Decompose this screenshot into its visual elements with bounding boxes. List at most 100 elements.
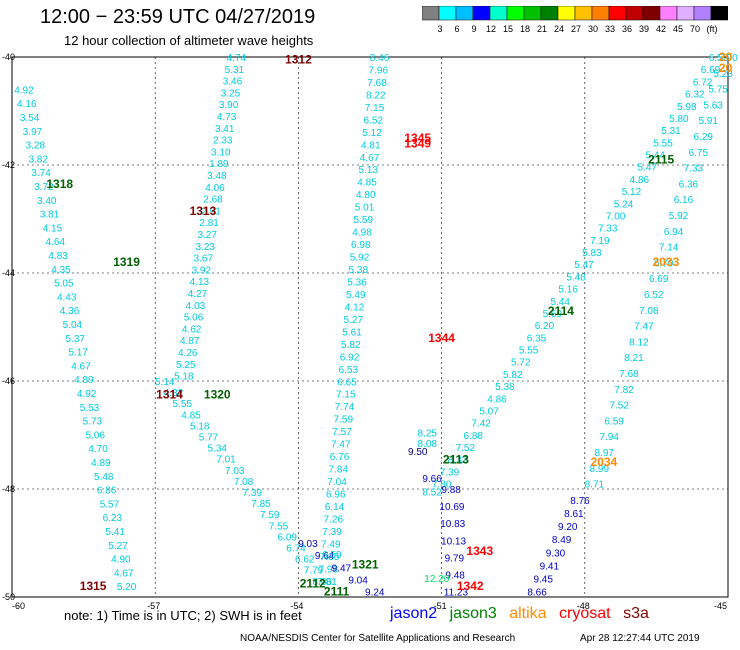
wave-height-value: 2.81 bbox=[199, 218, 219, 229]
lon-label: -57 bbox=[147, 601, 160, 611]
wave-height-value: 9.30 bbox=[546, 548, 566, 559]
page-title: 12:00 − 23:59 UTC 04/27/2019 bbox=[40, 6, 316, 28]
wave-height-value: 3.90 bbox=[219, 100, 239, 111]
wave-height-value: 6.65 bbox=[337, 377, 357, 388]
wave-height-value: 4.85 bbox=[357, 178, 377, 189]
wave-height-value: 6.69 bbox=[649, 274, 669, 285]
wave-height-value: 8.12 bbox=[629, 337, 649, 348]
scale-swatch bbox=[693, 6, 712, 21]
lat-label: -44 bbox=[2, 268, 15, 278]
wave-height-value: 5.13 bbox=[359, 165, 379, 176]
scale-tick-label: 12 bbox=[486, 24, 496, 34]
pass-number-label: 1343 bbox=[466, 544, 493, 558]
wave-height-value: 6.59 bbox=[322, 550, 342, 561]
wave-height-value: 8.32 bbox=[448, 455, 468, 466]
pass-number-label: 2111 bbox=[324, 585, 350, 599]
wave-height-value: 5.25 bbox=[176, 360, 196, 371]
wave-height-value: 3.67 bbox=[194, 254, 214, 265]
scale-swatch bbox=[574, 6, 593, 21]
wave-height-value: 5.44 bbox=[645, 151, 665, 162]
wave-height-value: 3.27 bbox=[197, 230, 217, 241]
wave-height-value: 5.55 bbox=[519, 346, 539, 357]
wave-height-value: 4.67 bbox=[360, 153, 380, 164]
scale-tick-label: 42 bbox=[656, 24, 666, 34]
wave-height-value: 5.61 bbox=[342, 327, 362, 338]
wave-height-value: 7.26 bbox=[324, 514, 344, 525]
wave-height-value: 8.25 bbox=[418, 428, 438, 439]
satellite-jason3: jason3 bbox=[449, 605, 497, 622]
wave-height-value: 7.15 bbox=[365, 103, 385, 114]
scale-swatch bbox=[557, 6, 576, 21]
scale-swatch bbox=[489, 6, 508, 21]
wave-height-value: 4.13 bbox=[190, 277, 210, 288]
scale-swatch bbox=[659, 6, 678, 21]
wave-height-value: 7.39 bbox=[322, 527, 342, 538]
wave-height-value: 6.14 bbox=[325, 502, 345, 513]
wave-height-value: 7.52 bbox=[609, 401, 629, 412]
lat-label: -46 bbox=[2, 376, 15, 386]
wave-height-value: 3.23 bbox=[195, 242, 215, 253]
wave-height-value: 8.61 bbox=[564, 509, 584, 520]
wave-height-value: 5.23 bbox=[713, 69, 733, 80]
wave-height-value: 4.92 bbox=[14, 85, 34, 96]
wave-height-value: 7.35 bbox=[320, 552, 340, 563]
wave-height-value: 9.64 bbox=[315, 551, 335, 562]
wave-height-value: 6.98 bbox=[351, 240, 371, 251]
wave-height-value: 5.48 bbox=[94, 472, 114, 483]
lat-label: -50 bbox=[2, 592, 15, 602]
wave-height-value: 4.70 bbox=[88, 444, 108, 455]
wave-height-value: 5.12 bbox=[622, 187, 642, 198]
wave-height-value: 3.97 bbox=[23, 127, 43, 138]
wave-height-value: 8.66 bbox=[527, 588, 547, 599]
scale-tick-label: 9 bbox=[471, 24, 476, 34]
scale-tick-label: 33 bbox=[605, 24, 615, 34]
wave-height-value: 4.62 bbox=[182, 324, 202, 335]
scale-swatch bbox=[523, 6, 542, 21]
wave-height-value: 5.05 bbox=[54, 279, 74, 290]
wave-height-value: 7.80 bbox=[432, 480, 452, 491]
wave-height-value: 6.32 bbox=[685, 90, 705, 101]
wave-height-value: 8.21 bbox=[624, 353, 644, 364]
wave-height-value: 4.81 bbox=[361, 140, 381, 151]
wave-height-value: 6.16 bbox=[674, 195, 694, 206]
wave-height-value: 7.59 bbox=[334, 415, 354, 426]
scale-tick-label: 45 bbox=[673, 24, 683, 34]
wave-height-value: 5.92 bbox=[350, 253, 370, 264]
pass-number-label: 2113 bbox=[443, 452, 469, 466]
pass-number-label: 1349 bbox=[404, 136, 431, 150]
wave-height-value: 5.27 bbox=[344, 315, 364, 326]
scale-tick-label: 3 bbox=[437, 24, 442, 34]
wave-height-value: 7.81 bbox=[317, 577, 337, 588]
wave-height-value: 5.31 bbox=[661, 126, 681, 137]
wave-height-value: 7.42 bbox=[471, 419, 491, 430]
wave-height-value: 3.25 bbox=[221, 88, 241, 99]
scale-swatch bbox=[422, 6, 440, 21]
pass-number-label: 1312 bbox=[285, 53, 312, 67]
wave-height-value: 6.72 bbox=[693, 77, 713, 88]
pass-number-label: 1314 bbox=[156, 388, 183, 402]
wave-height-value: 6.69 bbox=[701, 65, 721, 76]
wave-height-value: 5.41 bbox=[105, 527, 125, 538]
satellite-cryosat: cryosat bbox=[559, 605, 611, 622]
wave-height-value: 8.22 bbox=[366, 90, 386, 101]
wave-height-value: 9.88 bbox=[441, 485, 461, 496]
wave-height-value: 5.98 bbox=[677, 102, 697, 113]
wave-height-value: 4.98 bbox=[352, 228, 372, 239]
wave-height-value: 6.75 bbox=[689, 148, 709, 159]
wave-height-value: 8.52 bbox=[422, 488, 442, 499]
wave-height-value: 3.54 bbox=[20, 113, 40, 124]
scale-swatch bbox=[540, 6, 559, 21]
wave-height-value: 7.84 bbox=[329, 465, 349, 476]
wave-height-value: 7.59 bbox=[260, 510, 280, 521]
timestamp: Apr 28 12:27:44 UTC 2019 bbox=[580, 633, 700, 644]
scale-tick-label: 39 bbox=[639, 24, 649, 34]
wave-height-value: 6.59 bbox=[604, 416, 624, 427]
pass-number-label: 2033 bbox=[653, 255, 680, 269]
wave-height-value: 7.57 bbox=[332, 427, 352, 438]
wave-height-value: 9.03 bbox=[298, 539, 318, 550]
wave-height-value: 10.69 bbox=[439, 502, 464, 513]
wave-height-value: 7.19 bbox=[590, 236, 610, 247]
wave-height-value: 5.83 bbox=[582, 248, 602, 259]
wave-height-value: 5.48 bbox=[566, 272, 586, 283]
wave-height-value: 7.08 bbox=[639, 306, 659, 317]
